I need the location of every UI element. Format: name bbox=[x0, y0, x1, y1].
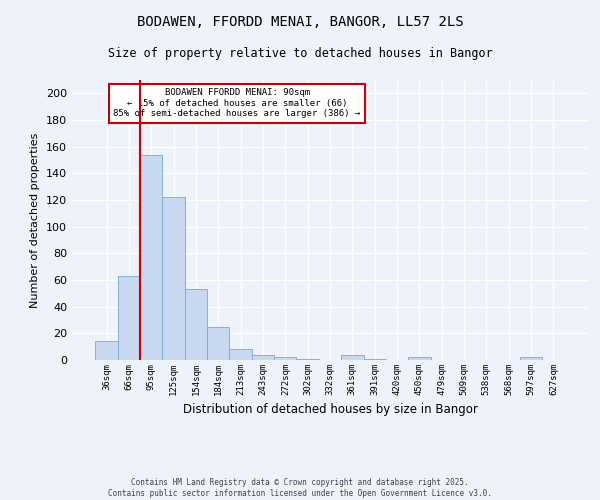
Y-axis label: Number of detached properties: Number of detached properties bbox=[31, 132, 40, 308]
Bar bbox=[229, 350, 252, 360]
X-axis label: Distribution of detached houses by size in Bangor: Distribution of detached houses by size … bbox=[182, 404, 478, 416]
Bar bbox=[252, 354, 274, 360]
Text: Size of property relative to detached houses in Bangor: Size of property relative to detached ho… bbox=[107, 48, 493, 60]
Bar bbox=[274, 358, 296, 360]
Bar bbox=[364, 358, 386, 360]
Bar bbox=[140, 154, 163, 360]
Bar bbox=[341, 354, 364, 360]
Bar bbox=[296, 358, 319, 360]
Text: BODAWEN, FFORDD MENAI, BANGOR, LL57 2LS: BODAWEN, FFORDD MENAI, BANGOR, LL57 2LS bbox=[137, 15, 463, 29]
Bar bbox=[163, 198, 185, 360]
Bar bbox=[408, 358, 431, 360]
Bar bbox=[118, 276, 140, 360]
Text: BODAWEN FFORDD MENAI: 90sqm
← 15% of detached houses are smaller (66)
85% of sem: BODAWEN FFORDD MENAI: 90sqm ← 15% of det… bbox=[113, 88, 361, 118]
Bar bbox=[520, 358, 542, 360]
Text: Contains HM Land Registry data © Crown copyright and database right 2025.
Contai: Contains HM Land Registry data © Crown c… bbox=[108, 478, 492, 498]
Bar bbox=[185, 290, 207, 360]
Bar bbox=[95, 342, 118, 360]
Bar bbox=[207, 326, 229, 360]
